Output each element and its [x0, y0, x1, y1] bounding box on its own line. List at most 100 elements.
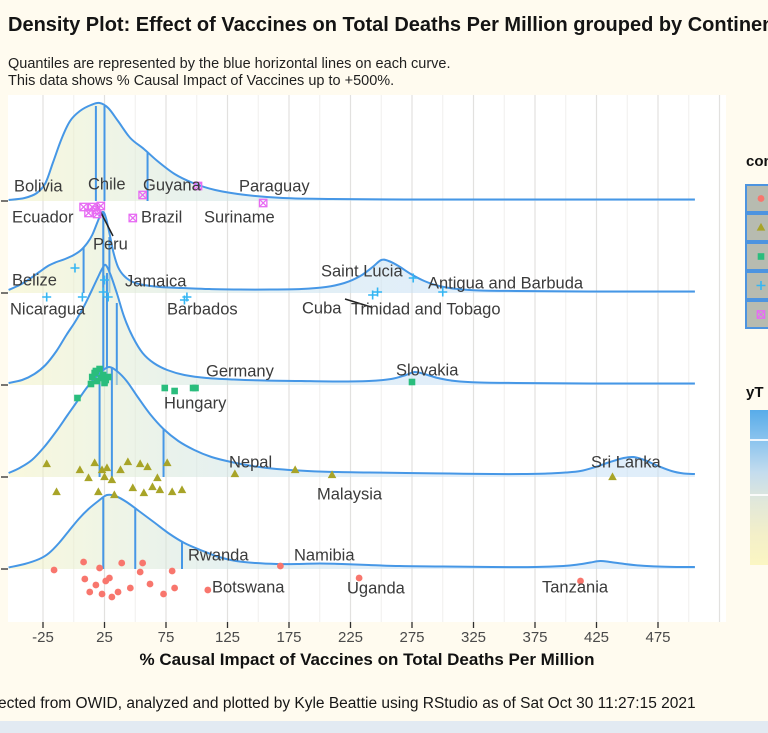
legend-key: [745, 213, 768, 242]
legend-key-symbol-square-cross: [756, 310, 766, 319]
data-point: [167, 487, 177, 496]
density-fill-africa: [8, 494, 695, 569]
data-point-brazil: [128, 213, 137, 223]
density-fill-north-america: [8, 211, 695, 293]
density-fill-europe: [8, 264, 695, 385]
data-point-trinidad-and-tobago: [373, 287, 383, 297]
x-tick-label: 225: [337, 629, 364, 646]
data-point: [153, 473, 162, 482]
data-point: [118, 559, 126, 567]
data-point: [94, 487, 103, 496]
data-point: [52, 487, 61, 496]
data-point: [88, 373, 96, 381]
data-point: [90, 458, 99, 467]
label-callout-line: [344, 298, 372, 308]
data-point-guyana: [138, 190, 147, 200]
data-point-slovakia: [408, 378, 416, 386]
data-point-chile: [96, 201, 106, 211]
data-point: [126, 584, 134, 592]
data-point-paraguay: [259, 198, 268, 208]
data-point-germany: [189, 384, 197, 392]
data-point: [86, 588, 94, 596]
subtitle: Quantiles are represented by the blue ho…: [8, 56, 451, 89]
data-point: [128, 483, 138, 492]
legend-gradient-bar: [750, 410, 768, 565]
x-tick-label: 25: [96, 629, 113, 646]
data-point: [146, 580, 154, 588]
caption: ected from OWID, analyzed and plotted by…: [0, 695, 696, 712]
data-point-guyana: [138, 190, 147, 200]
data-point: [104, 373, 112, 381]
x-tick-label: 275: [399, 629, 425, 646]
x-tick-label: 75: [157, 629, 175, 646]
data-point: [102, 463, 112, 472]
data-point-rwanda: [168, 567, 176, 575]
data-point: [135, 459, 145, 468]
data-point: [116, 465, 125, 474]
data-point: [143, 462, 152, 471]
data-point: [139, 559, 147, 567]
data-point: [139, 488, 149, 497]
data-point: [70, 263, 80, 273]
data-point: [93, 377, 101, 385]
data-point-ecuador: [84, 208, 93, 218]
data-point-belize: [42, 292, 52, 302]
page-title: Density Plot: Effect of Vaccines on Tota…: [8, 14, 768, 36]
data-point-sri-lanka: [608, 472, 617, 481]
data-point: [96, 365, 103, 373]
x-tick-label: 375: [522, 629, 548, 646]
data-point-barbados: [182, 292, 192, 302]
data-point: [136, 568, 144, 576]
data-point: [103, 292, 113, 302]
data-point-malaysia: [327, 470, 337, 479]
data-point-cuba: [368, 290, 378, 300]
legend-fill-title: yT: [746, 384, 764, 401]
data-point: [74, 394, 81, 402]
data-point: [106, 574, 113, 582]
data-point: [80, 558, 87, 566]
data-point-saint-lucia: [408, 273, 418, 283]
legend-key-symbol-triangle: [756, 222, 766, 231]
legend-shape-title: continent: [746, 153, 768, 170]
data-point: [100, 472, 109, 481]
data-point-bolivia: [79, 202, 88, 212]
data-point-ecuador: [84, 208, 93, 218]
data-point: [177, 485, 187, 494]
data-point-brazil: [128, 213, 138, 223]
bottom-strip: [0, 721, 768, 733]
data-point-jamaica: [100, 275, 109, 285]
data-point: [160, 590, 167, 598]
subtitle-line-2: This data shows % Causal Impact of Vacci…: [8, 72, 395, 89]
data-point: [171, 584, 179, 592]
data-point-suriname: [193, 181, 203, 191]
density-fill-asia: [8, 366, 695, 477]
data-point: [148, 482, 157, 491]
legend-key-symbol-square: [757, 253, 765, 260]
data-point: [155, 485, 165, 494]
data-point: [123, 457, 133, 466]
x-tick-label: -25: [32, 629, 54, 646]
data-point-nicaragua: [77, 292, 87, 302]
x-tick-label: 175: [276, 629, 302, 646]
data-point: [114, 588, 122, 596]
x-axis-title: % Causal Impact of Vaccines on Total Dea…: [139, 650, 595, 669]
data-point: [162, 458, 172, 467]
data-point: [98, 287, 108, 297]
x-tick-label: 425: [583, 629, 610, 646]
data-point: [87, 380, 95, 388]
legend-key-symbol-plus: [756, 281, 766, 290]
data-point-paraguay: [258, 198, 268, 208]
data-point: [171, 387, 178, 395]
data-point-antigua-and-barbuda: [438, 287, 448, 297]
data-point: [96, 564, 103, 572]
density-curve-asia: [8, 365, 695, 476]
data-point-uganda: [355, 574, 363, 582]
data-point-suriname: [193, 181, 203, 191]
data-point: [84, 473, 93, 482]
density-curve-europe: [8, 263, 695, 385]
data-point-nepal: [230, 469, 240, 478]
data-point-tanzania: [577, 577, 584, 585]
data-point: [110, 490, 119, 499]
